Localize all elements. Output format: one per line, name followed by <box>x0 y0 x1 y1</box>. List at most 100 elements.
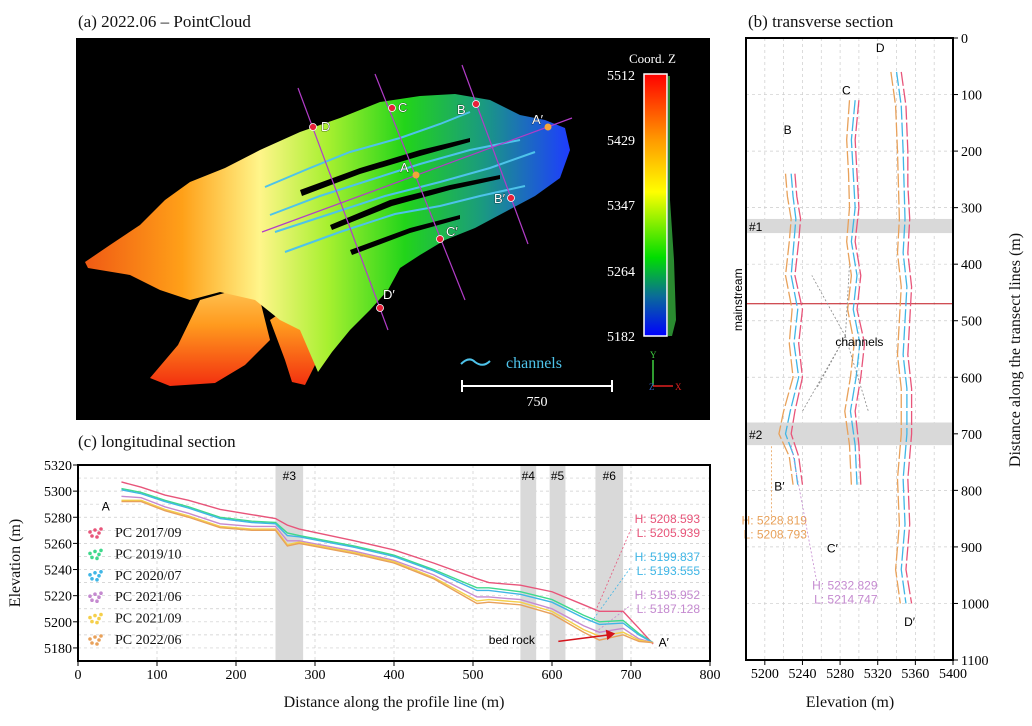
series-line-202007 <box>121 489 654 644</box>
legend-marker <box>93 613 97 618</box>
channels-leader <box>844 264 850 337</box>
legend-marker <box>99 591 103 595</box>
point-cloud-lower-lobes <box>150 290 270 386</box>
transect-line-c <box>374 73 466 301</box>
channel-line <box>264 111 471 188</box>
legend-marker <box>88 530 92 534</box>
annotation-high: H: 5228.819 <box>742 513 808 527</box>
series-line-202106 <box>121 495 654 644</box>
legend-marker <box>95 642 99 646</box>
x-tick-label: 700 <box>621 668 642 683</box>
series-line-201709 <box>121 481 654 645</box>
band-label: #6 <box>603 469 617 483</box>
wave-icon <box>460 358 491 366</box>
end-label: A′ <box>659 636 670 650</box>
legend-marker <box>99 570 103 574</box>
series-line-202109 <box>121 499 654 644</box>
legend-marker <box>97 552 101 557</box>
transect-start-label: B <box>784 123 792 137</box>
transect-start-label: C <box>842 84 851 98</box>
label-b: B <box>457 102 466 117</box>
channels-leader <box>845 336 869 412</box>
transect-line-b <box>461 64 529 245</box>
transect-profile-line <box>790 173 804 485</box>
channels-legend-label: channels <box>506 355 562 372</box>
legend-item: PC 2017/09 <box>88 526 182 541</box>
label-d-end: D′ <box>383 287 395 302</box>
legend-marker <box>95 599 99 603</box>
annotation-low: L: 5208.793 <box>744 527 808 541</box>
channel-lines <box>264 111 536 253</box>
legend-marker <box>93 549 97 554</box>
panel-a-title: (a) 2022.06 – PointCloud <box>78 12 251 31</box>
legend-marker <box>95 535 99 539</box>
annotation-leader <box>591 566 632 623</box>
label-d: D <box>321 119 330 134</box>
x-tick-label: 5280 <box>826 667 854 682</box>
transect-end-label: D′ <box>904 615 916 629</box>
marker-a <box>412 171 420 179</box>
annotation-low: L: 5214.747 <box>814 592 878 606</box>
scale-bar-label: 750 <box>527 395 548 410</box>
x-tick-label: 500 <box>463 668 484 683</box>
y-tick-label: 1000 <box>961 597 989 612</box>
bed-rock-arrow <box>558 634 609 643</box>
colorbar-tick: 5347 <box>607 199 635 214</box>
transverse-section-chart: #1 #2 mainstream B B′ C C′ D D′ channels H: 5228.8… <box>731 32 989 682</box>
legend-item: PC 2020/07 <box>88 569 182 584</box>
marker-a-end <box>544 123 552 131</box>
annotation-leader <box>790 445 817 581</box>
legend-marker <box>95 578 99 582</box>
legend-label: PC 2022/06 <box>115 633 182 648</box>
y-tick-label: 5280 <box>44 511 72 526</box>
x-tick-label: 5400 <box>939 667 967 682</box>
axis-triad-icon: Y X Z <box>649 350 682 392</box>
y-tick-label: 300 <box>961 202 982 217</box>
band-label: #5 <box>551 469 565 483</box>
band-label: #4 <box>522 469 536 483</box>
legend-marker <box>97 638 101 642</box>
transect-markers: D C B A′ A B′ C′ D′ <box>309 100 552 312</box>
y-tick-label: 200 <box>961 145 982 160</box>
annotation-high: H: 5199.837 <box>635 550 701 564</box>
y-tick-label: 700 <box>961 428 982 443</box>
legend-marker <box>99 527 103 531</box>
marker-c <box>388 104 396 112</box>
channel-line <box>269 139 521 216</box>
channels-leader <box>802 335 846 412</box>
y-tick-label: 100 <box>961 89 982 104</box>
legend-marker <box>99 612 103 617</box>
y-tick-label: 800 <box>961 484 982 499</box>
transect-profile-line <box>890 71 902 604</box>
legend-label: PC 2017/09 <box>115 526 182 541</box>
legend-marker <box>90 577 94 581</box>
x-tick-label: 5240 <box>788 667 816 682</box>
label-c: C <box>398 100 407 115</box>
legend-marker <box>90 534 94 538</box>
legend-marker <box>95 556 99 561</box>
x-tick-label: 200 <box>226 668 247 683</box>
y-tick-label: 500 <box>961 315 982 330</box>
x-tick-label: 400 <box>384 668 405 683</box>
marker-c-end <box>436 235 444 243</box>
legend-marker <box>97 574 101 578</box>
legend-marker <box>88 551 92 556</box>
marker-b <box>472 100 480 108</box>
x-tick-label: 600 <box>542 668 563 683</box>
legend-marker <box>95 620 99 625</box>
series-line-201910 <box>121 487 654 644</box>
legend-marker <box>97 595 101 599</box>
arrowhead-icon <box>605 629 616 641</box>
x-tick-label: 5200 <box>751 667 779 682</box>
channel-line <box>284 185 526 253</box>
legend-marker <box>88 615 92 620</box>
shaded-band <box>520 465 537 661</box>
panel-c-ylabel: Elevation (m) <box>7 519 24 607</box>
channels-label: channels <box>835 335 883 349</box>
marker-d <box>309 123 317 131</box>
panel-b-xlabel: Elevation (m) <box>806 694 894 711</box>
label-b-end: B′ <box>494 191 506 206</box>
x-tick-label: 0 <box>75 668 82 683</box>
